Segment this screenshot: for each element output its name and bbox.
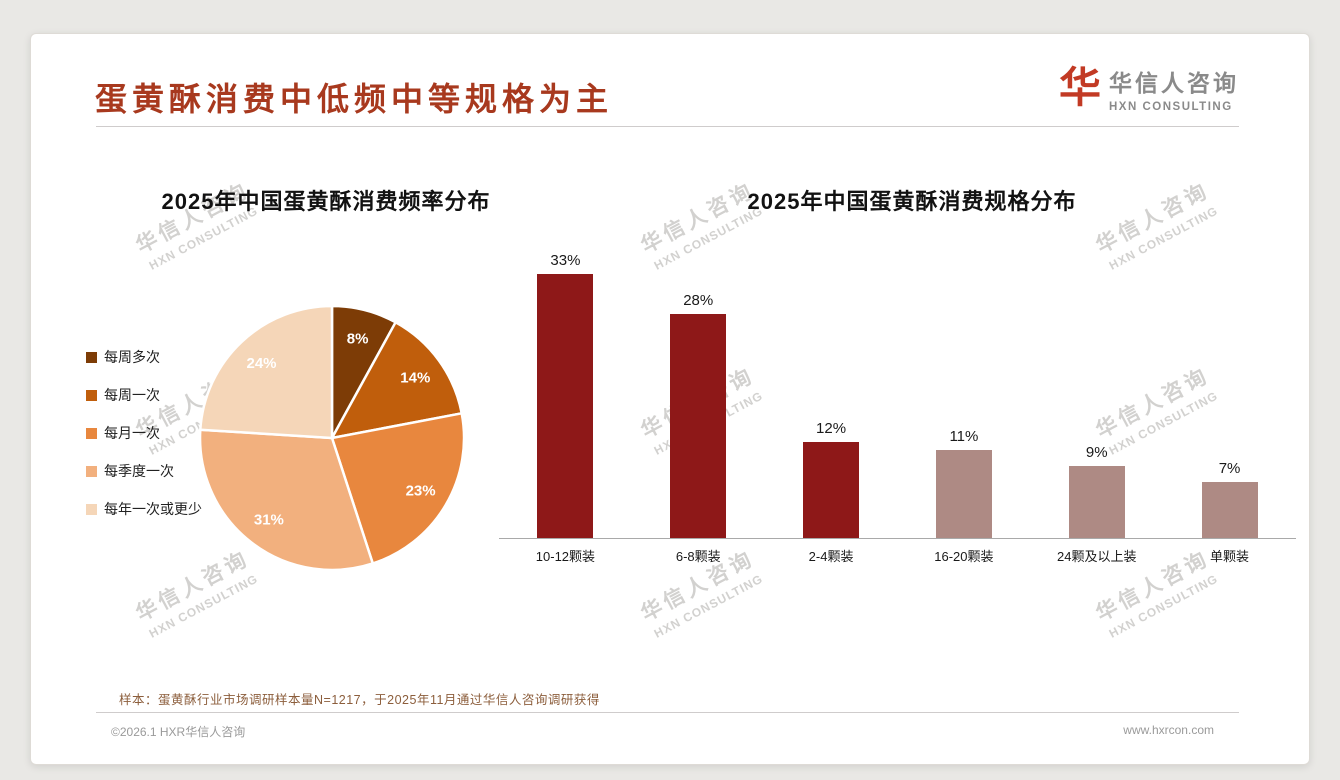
pie-chart-title: 2025年中国蛋黄酥消费频率分布: [161, 189, 491, 214]
bar: [1201, 482, 1258, 538]
bar-column: 28%: [632, 292, 765, 538]
legend-item: 每周多次: [86, 347, 202, 367]
bar-column: 33%: [499, 252, 632, 538]
bar: [803, 442, 860, 538]
logo-name-cn: 华信人咨询: [1109, 70, 1239, 96]
bar-category-label: 24颗及以上装: [1056, 549, 1137, 564]
bar-value-label: 28%: [683, 292, 714, 309]
legend-item: 每年一次或更少: [86, 499, 202, 519]
bar-column: 9%: [1030, 444, 1163, 538]
bar-value-label: 7%: [1218, 460, 1241, 477]
logo-text-block: 华信人咨询 HXN CONSULTING: [1109, 64, 1239, 113]
pie-value-label: 8%: [347, 330, 369, 347]
bar: [1068, 466, 1125, 538]
watermark-text-cn: 华信人咨询: [132, 178, 254, 258]
bar: [537, 274, 594, 538]
pie-value-label: 24%: [246, 355, 276, 372]
footer-divider: [96, 712, 1239, 713]
bar-category-label: 6-8颗装: [675, 549, 721, 564]
bar-value-label: 33%: [550, 252, 581, 269]
legend-label: 每月一次: [104, 425, 160, 441]
legend-swatch-icon: [86, 465, 97, 477]
header-divider: [96, 126, 1239, 127]
footer-copyright: ©2026.1 HXR华信人咨询: [111, 725, 246, 739]
bar-category-axis: 10-12颗装 6-8颗装 2-4颗装 16-20颗装 24颗及以上装 单颗装: [499, 546, 1296, 565]
legend-label: 每年一次或更少: [104, 501, 202, 517]
sample-note: 样本：蛋黄酥行业市场调研样本量N=1217，于2025年11月通过华信人咨询调研…: [119, 693, 600, 707]
pie-slice-2: [330, 412, 466, 565]
pie-value-label: 31%: [254, 511, 284, 528]
company-logo: 华 华信人咨询 HXN CONSULTING: [1058, 64, 1239, 114]
legend-swatch-icon: [86, 427, 97, 439]
legend-label: 每周一次: [104, 387, 160, 403]
bar-value-label: 12%: [816, 420, 847, 437]
footer-website: www.hxrcon.com: [1123, 723, 1214, 737]
watermark-text-en: HXN CONSULTING: [651, 571, 766, 641]
pie-legend: 每周多次每周一次每月一次每季度一次每年一次或更少: [86, 347, 202, 519]
bar-chart: 33% 28% 12% 11% 9% 7%: [499, 246, 1296, 539]
bar-chart-title: 2025年中国蛋黄酥消费规格分布: [747, 189, 1077, 214]
bar-column: 12%: [765, 420, 898, 538]
bar-value-label: 9%: [1085, 444, 1108, 461]
bar-category-label: 2-4颗装: [808, 549, 854, 564]
bar-category-label: 16-20颗装: [934, 549, 994, 564]
bar-category-label: 10-12颗装: [535, 549, 596, 564]
legend-label: 每周多次: [104, 349, 160, 365]
bar-category-label: 单颗装: [1210, 549, 1250, 564]
bar-column: 7%: [1163, 460, 1296, 538]
legend-swatch-icon: [86, 503, 97, 515]
bar-value-label: 11%: [949, 428, 979, 445]
pie-value-label: 14%: [400, 370, 430, 387]
legend-item: 每周一次: [86, 385, 202, 405]
slide-card: 华信人咨询 HXN CONSULTING 华信人咨询 HXN CONSULTING 华信…: [30, 33, 1310, 765]
bar: [935, 450, 992, 538]
pie-slice-3: [198, 428, 375, 572]
legend-item: 每季度一次: [86, 461, 202, 481]
logo-name-en: HXN CONSULTING: [1109, 101, 1233, 113]
pie-slice-1: [330, 321, 463, 440]
pie-value-label: 23%: [406, 482, 436, 499]
pie-chart: 8% 14% 23% 31% 24%: [198, 304, 466, 572]
watermark-text-en: HXN CONSULTING: [1106, 571, 1221, 641]
pie-slice-4: [199, 304, 334, 440]
legend-swatch-icon: [86, 389, 97, 401]
bar-column: 11%: [897, 428, 1030, 538]
bar: [670, 314, 727, 538]
legend-item: 每月一次: [86, 423, 202, 443]
legend-label: 每季度一次: [104, 463, 174, 479]
logo-mark-icon: 华: [1058, 65, 1101, 112]
legend-swatch-icon: [86, 351, 97, 363]
page-title: 蛋黄酥消费中低频中等规格为主: [95, 81, 614, 117]
